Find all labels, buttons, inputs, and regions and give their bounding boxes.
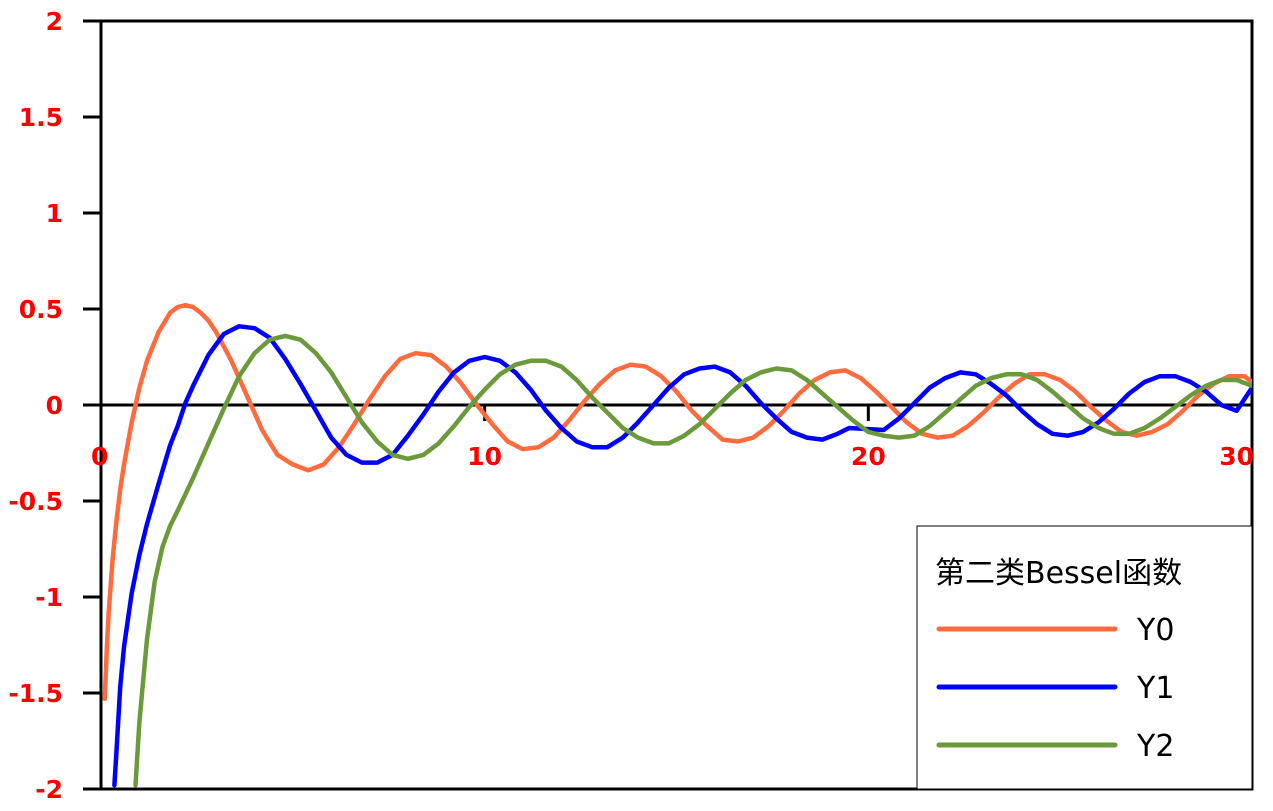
series-layer (102, 302, 1252, 788)
x-tick-label: 30 (1219, 442, 1254, 471)
y-tick-label: 0.5 (19, 295, 63, 324)
x-tick-label: 0 (91, 442, 108, 471)
x-tick-label: 10 (467, 442, 502, 471)
x-tick-label: 20 (851, 442, 886, 471)
series-line-y2 (133, 333, 1252, 788)
legend-title: 第二类Bessel函数 (935, 556, 1182, 591)
tick-labels-layer: 0 10 20 30 2 1.5 1 0.5 0 -0.5 -1 -1.5 -2 (8, 7, 1254, 804)
legend-label-y0: Y0 (1136, 613, 1174, 648)
series-line-y0 (102, 302, 1252, 702)
y-tick-label: 2 (46, 7, 63, 36)
axes-layer (83, 19, 1254, 791)
y-tick-label: -1 (35, 583, 63, 612)
y-tick-label: 1 (46, 199, 63, 228)
y-tick-label: 1.5 (19, 103, 63, 132)
y-tick-label: -0.5 (8, 487, 63, 516)
y-tick-label: -2 (35, 775, 63, 804)
y-tick-label: -1.5 (8, 679, 63, 708)
legend: 第二类Bessel函数 Y0 Y1 Y2 (916, 525, 1253, 790)
y-tick-label: 0 (46, 391, 63, 420)
series-line-y1 (112, 324, 1252, 788)
legend-label-y2: Y2 (1136, 729, 1174, 764)
legend-label-y1: Y1 (1136, 671, 1174, 706)
